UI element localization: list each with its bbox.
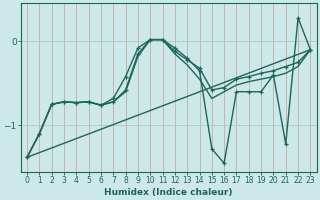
X-axis label: Humidex (Indice chaleur): Humidex (Indice chaleur) [104, 188, 233, 197]
